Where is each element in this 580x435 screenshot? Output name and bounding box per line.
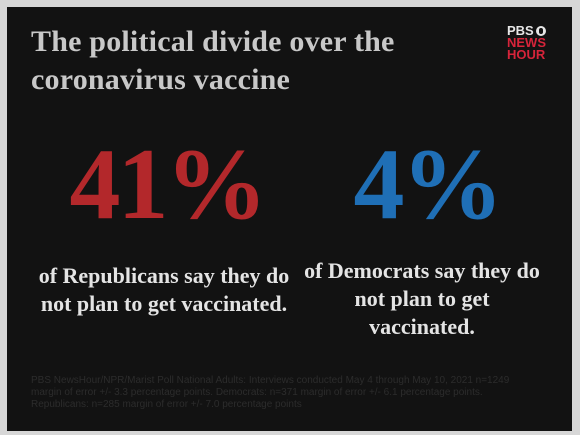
logo-line-pbs: PBS <box>507 23 534 38</box>
infographic-card: The political divide over the coronaviru… <box>7 7 572 431</box>
page-title: The political divide over the coronaviru… <box>31 25 395 96</box>
pbs-head-icon <box>535 26 546 36</box>
republicans-description: of Republicans say they do not plan to g… <box>38 263 290 316</box>
logo-line-hour: HOUR <box>507 47 546 62</box>
logo-line-news: NEWS <box>507 35 546 50</box>
democrats-description: of Democrats say they do not plan to get… <box>304 258 540 339</box>
source-note: PBS NewsHour/NPR/Marist Poll National Ad… <box>31 375 510 410</box>
republicans-stat: 41% <box>69 128 268 241</box>
democrats-stat: 4% <box>353 128 504 241</box>
pbs-newshour-logo: PBS NEWS HOUR <box>507 23 567 62</box>
